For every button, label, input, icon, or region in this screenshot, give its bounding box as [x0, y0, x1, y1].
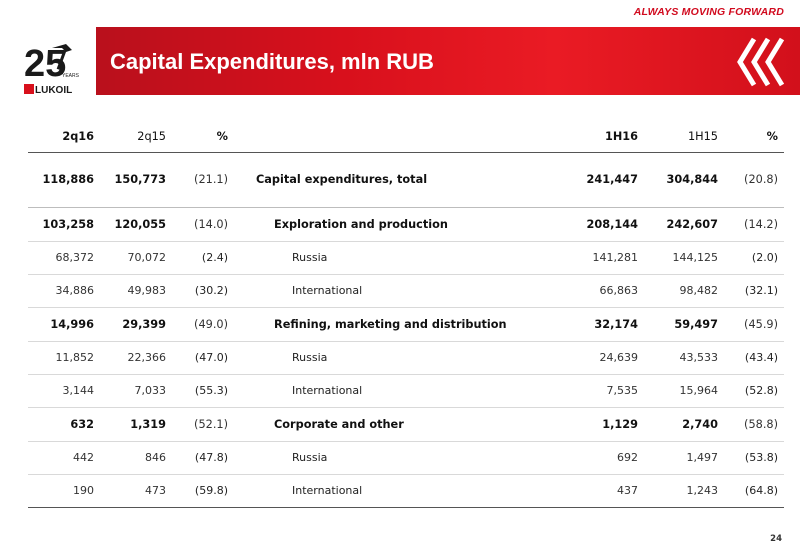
col-header-label: [234, 128, 564, 153]
cell-label: Russia: [234, 241, 564, 275]
cell-q-prior: 1,319: [100, 407, 172, 442]
cell-h-prior: 59,497: [644, 307, 724, 342]
table-row: 442 846 (47.8) Russia 692 1,497 (53.8): [28, 441, 784, 475]
cell-label: International: [234, 374, 564, 408]
page-number: 24: [770, 534, 782, 544]
cell-h-pct: (32.1): [724, 274, 784, 308]
cell-label: Capital expenditures, total: [234, 152, 564, 208]
cell-label: Corporate and other: [234, 407, 564, 442]
cell-h-prior: 15,964: [644, 374, 724, 408]
cell-h-current: 141,281: [564, 241, 644, 275]
cell-q-current: 14,996: [28, 307, 100, 342]
table-row: 103,258 120,055 (14.0) Exploration and prod…: [28, 207, 784, 242]
cell-q-pct: (30.2): [172, 274, 234, 308]
cell-q-prior: 29,399: [100, 307, 172, 342]
cell-h-pct: (58.8): [724, 407, 784, 442]
cell-q-pct: (55.3): [172, 374, 234, 408]
svg-text:YEARS: YEARS: [62, 73, 80, 79]
page-title: Capital Expenditures, mln RUB: [110, 49, 434, 74]
cell-q-pct: (2.4): [172, 241, 234, 275]
col-header-2q16: 2q16: [28, 128, 100, 153]
cell-h-pct: (64.8): [724, 474, 784, 508]
cell-h-prior: 1,497: [644, 441, 724, 475]
col-header-1h15: 1H15: [644, 128, 724, 153]
cell-q-pct: (21.1): [172, 152, 234, 208]
cell-q-current: 34,886: [28, 274, 100, 308]
capex-table: 2q16 2q15 % 1H16 1H15 % 118,886 150,773 (2…: [28, 128, 784, 508]
cell-h-current: 24,639: [564, 341, 644, 375]
cell-label: Exploration and production: [234, 207, 564, 242]
cell-q-current: 118,886: [28, 152, 100, 208]
table-row: 14,996 29,399 (49.0) Refining, marketing an…: [28, 307, 784, 342]
cell-h-current: 32,174: [564, 307, 644, 342]
cell-q-prior: 49,983: [100, 274, 172, 308]
cell-label: International: [234, 274, 564, 308]
cell-q-prior: 70,072: [100, 241, 172, 275]
cell-h-current: 208,144: [564, 207, 644, 242]
cell-q-pct: (52.1): [172, 407, 234, 442]
cell-q-prior: 473: [100, 474, 172, 508]
table-row: 68,372 70,072 (2.4) Russia 141,281 144,125 (2.…: [28, 241, 784, 275]
chevrons-icon: [737, 37, 785, 87]
title-banner: Capital Expenditures, mln RUB: [96, 27, 800, 95]
table-row: 190 473 (59.8) International 437 1,243 (64.8): [28, 474, 784, 508]
cell-h-current: 437: [564, 474, 644, 508]
cell-h-pct: (45.9): [724, 307, 784, 342]
cell-h-prior: 98,482: [644, 274, 724, 308]
cell-q-pct: (14.0): [172, 207, 234, 242]
cell-h-prior: 242,607: [644, 207, 724, 242]
table-row: 11,852 22,366 (47.0) Russia 24,639 43,533 (43.…: [28, 341, 784, 375]
cell-label: Refining, marketing and distribution: [234, 307, 564, 342]
cell-q-pct: (59.8): [172, 474, 234, 508]
cell-h-prior: 304,844: [644, 152, 724, 208]
table-row: 34,886 49,983 (30.2) International 66,863 98,…: [28, 274, 784, 308]
cell-q-current: 442: [28, 441, 100, 475]
cell-q-current: 190: [28, 474, 100, 508]
cell-q-current: 11,852: [28, 341, 100, 375]
cell-q-pct: (47.0): [172, 341, 234, 375]
cell-q-prior: 846: [100, 441, 172, 475]
cell-h-prior: 2,740: [644, 407, 724, 442]
cell-q-pct: (49.0): [172, 307, 234, 342]
cell-q-current: 103,258: [28, 207, 100, 242]
col-header-1h16: 1H16: [564, 128, 644, 153]
cell-q-prior: 150,773: [100, 152, 172, 208]
cell-h-prior: 1,243: [644, 474, 724, 508]
cell-q-pct: (47.8): [172, 441, 234, 475]
cell-h-pct: (20.8): [724, 152, 784, 208]
cell-h-pct: (2.0): [724, 241, 784, 275]
cell-label: International: [234, 474, 564, 508]
table-header-row: 2q16 2q15 % 1H16 1H15 %: [28, 128, 784, 153]
col-header-h-pct: %: [724, 128, 784, 153]
cell-q-current: 68,372: [28, 241, 100, 275]
cell-q-prior: 22,366: [100, 341, 172, 375]
cell-h-pct: (43.4): [724, 341, 784, 375]
cell-h-current: 692: [564, 441, 644, 475]
cell-h-current: 1,129: [564, 407, 644, 442]
table-row: 632 1,319 (52.1) Corporate and other 1,129 2,…: [28, 407, 784, 442]
cell-q-current: 3,144: [28, 374, 100, 408]
cell-q-prior: 7,033: [100, 374, 172, 408]
cell-h-pct: (53.8): [724, 441, 784, 475]
cell-h-current: 66,863: [564, 274, 644, 308]
cell-h-pct: (52.8): [724, 374, 784, 408]
col-header-2q15: 2q15: [100, 128, 172, 153]
cell-h-current: 241,447: [564, 152, 644, 208]
cell-h-prior: 43,533: [644, 341, 724, 375]
cell-h-prior: 144,125: [644, 241, 724, 275]
table-row: 118,886 150,773 (21.1) Capital expenditures…: [28, 152, 784, 208]
lukoil-25-years-logo: 25 YEARS LUKOIL: [22, 40, 92, 100]
cell-h-pct: (14.2): [724, 207, 784, 242]
cell-q-current: 632: [28, 407, 100, 442]
cell-h-current: 7,535: [564, 374, 644, 408]
cell-label: Russia: [234, 441, 564, 475]
col-header-q-pct: %: [172, 128, 234, 153]
cell-label: Russia: [234, 341, 564, 375]
cell-q-prior: 120,055: [100, 207, 172, 242]
tagline: ALWAYS MOVING FORWARD: [633, 6, 784, 18]
svg-text:LUKOIL: LUKOIL: [35, 85, 72, 96]
table-row: 3,144 7,033 (55.3) International 7,535 15,964…: [28, 374, 784, 408]
